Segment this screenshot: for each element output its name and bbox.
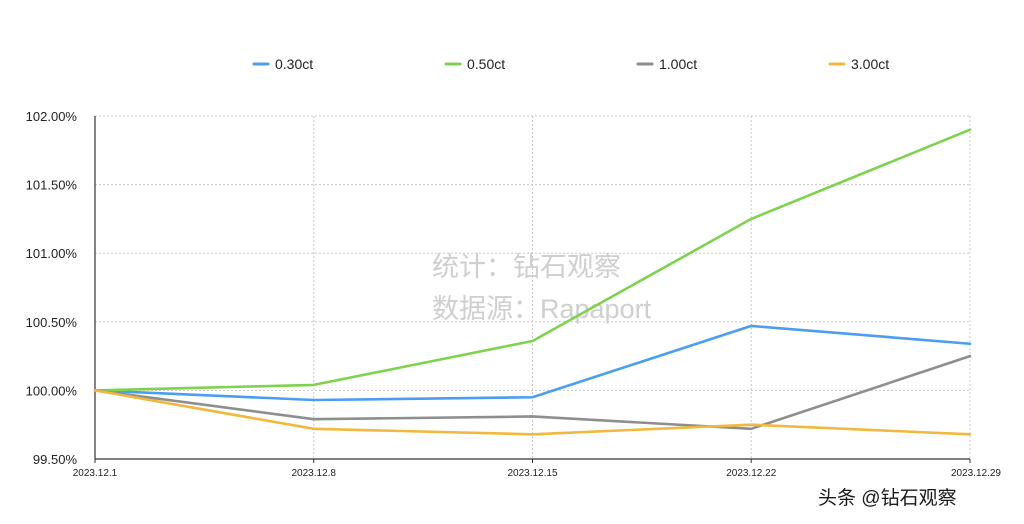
chart-legend: 0.30ct 0.50ct 1.00ct 3.00ct	[252, 56, 889, 72]
y-tick-label: 99.50%	[33, 452, 78, 467]
footer-credit: 头条 @钻石观察	[818, 487, 957, 509]
watermark-line-1: 统计：钻石观察	[432, 252, 621, 282]
y-tick-label: 101.00%	[26, 246, 78, 261]
series-line-0.50ct	[93, 128, 972, 392]
series-line-3.00ct	[93, 389, 972, 436]
x-tick-label: 2023.12.29	[951, 468, 1001, 479]
legend-label: 3.00ct	[851, 56, 889, 72]
x-axis-ticks: 2023.12.1 2023.12.8 2023.12.15 2023.12.22 20…	[73, 459, 1001, 479]
series-line-1.00ct	[93, 354, 972, 431]
legend-label: 0.50ct	[467, 56, 505, 72]
x-tick-label: 2023.12.22	[726, 468, 776, 479]
x-tick-label: 2023.12.8	[292, 468, 337, 479]
legend-label: 1.00ct	[659, 56, 697, 72]
y-tick-label: 102.00%	[26, 109, 78, 124]
y-tick-label: 100.00%	[26, 383, 78, 398]
chart-gridlines	[95, 115, 971, 459]
y-tick-label: 100.50%	[26, 315, 78, 330]
chart-series	[93, 128, 972, 436]
watermark: 统计：钻石观察 数据源：Rapaport	[432, 252, 652, 324]
y-tick-label: 101.50%	[26, 178, 78, 193]
x-tick-label: 2023.12.1	[73, 468, 118, 479]
series-line-0.30ct	[93, 324, 972, 402]
watermark-line-2: 数据源：Rapaport	[432, 294, 652, 324]
x-tick-label: 2023.12.15	[507, 468, 557, 479]
legend-label: 0.30ct	[275, 56, 313, 72]
y-axis-ticks: 99.50% 100.00% 100.50% 101.00% 101.50% 102.00…	[26, 109, 78, 467]
footer-credit-text: 头条 @钻石观察	[818, 487, 957, 509]
